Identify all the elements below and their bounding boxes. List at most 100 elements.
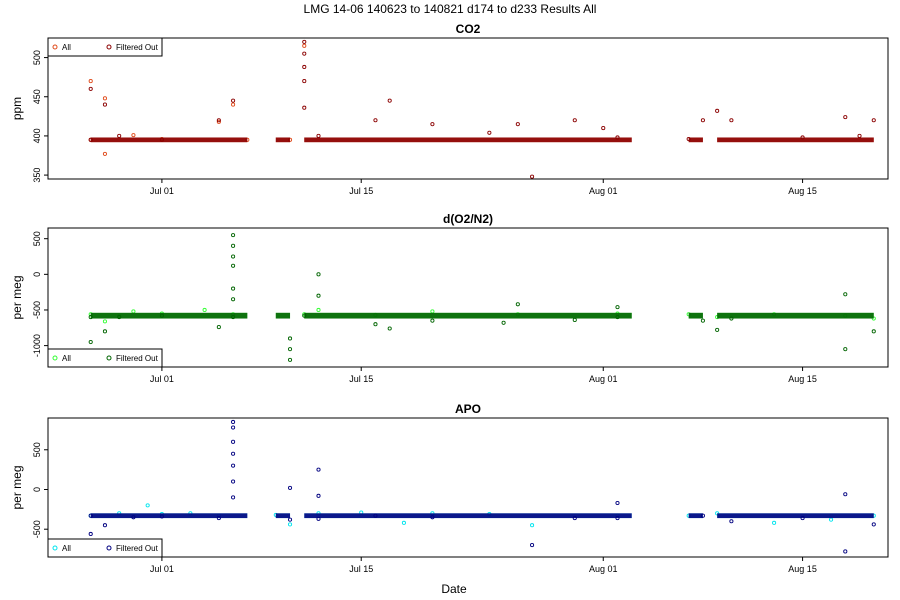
data-point [316, 272, 321, 277]
data-point [287, 485, 293, 490]
data-point [843, 115, 848, 120]
legend-entry: All [62, 354, 71, 363]
page-title: LMG 14-06 140623 to 140821 d174 to d233 … [304, 2, 597, 16]
data-point [159, 137, 164, 142]
data-point [572, 118, 577, 123]
y-axis-label: ppm [10, 97, 24, 120]
data-point [88, 513, 93, 518]
data-point [800, 516, 805, 521]
series-band [90, 312, 248, 319]
series-band [304, 137, 632, 143]
data-point [843, 292, 848, 297]
series-band [90, 513, 248, 519]
data-point [515, 122, 520, 127]
y-tick-label: 500 [32, 50, 42, 65]
data-point [387, 326, 392, 331]
data-point [102, 151, 107, 156]
data-point [572, 516, 577, 521]
data-point [843, 549, 848, 554]
y-tick-label: 0 [32, 487, 42, 492]
data-point [572, 317, 577, 323]
series-band [90, 137, 248, 143]
series-band [688, 137, 703, 143]
data-point [88, 137, 93, 142]
data-point [316, 307, 321, 313]
data-point [843, 492, 848, 497]
data-point [686, 136, 691, 142]
legend-entry: Filtered Out [116, 43, 159, 52]
data-point [231, 439, 236, 444]
data-point [430, 309, 435, 314]
data-point [729, 316, 734, 321]
data-point [615, 516, 620, 521]
data-point [159, 313, 164, 318]
data-point [530, 174, 535, 179]
panel-1: d(O2/N2) per meg -1000 -500 0 500 Jul 01 Jul 15… [10, 212, 889, 384]
data-point [700, 513, 705, 518]
x-tick-label: Jul 01 [150, 186, 174, 196]
data-point [715, 108, 720, 113]
series-band [717, 513, 874, 519]
x-tick-label: Jul 01 [150, 564, 174, 574]
legend-box [47, 538, 163, 558]
legend-marker [52, 545, 58, 551]
data-point [487, 130, 492, 135]
x-tick-label: Jul 15 [349, 564, 373, 574]
panel-title: d(O2/N2) [443, 212, 493, 226]
data-point [829, 517, 834, 522]
data-point [302, 51, 307, 56]
data-point [231, 98, 236, 103]
data-point [871, 329, 876, 334]
data-point [287, 517, 293, 522]
data-point [231, 425, 236, 430]
data-point [216, 325, 221, 330]
data-point [131, 133, 136, 138]
data-point [287, 357, 293, 362]
data-point [159, 514, 164, 519]
panel-2: APO per meg -500 0 500 Jul 01 Jul 15 Aug 01 Aug … [10, 402, 889, 574]
series-band [304, 513, 632, 519]
data-point [231, 451, 236, 456]
data-point [615, 500, 620, 506]
x-tick-label: Aug 15 [788, 564, 817, 574]
data-point [373, 118, 378, 123]
series-band [304, 312, 632, 319]
plot-frame [47, 417, 889, 558]
x-tick-label: Aug 01 [589, 186, 618, 196]
data-point [231, 463, 236, 468]
legend-entry: All [62, 43, 71, 52]
legend-box [47, 348, 163, 368]
data-point [216, 119, 221, 124]
data-point [316, 293, 321, 298]
data-point [373, 513, 378, 518]
series-band [275, 513, 291, 519]
data-point [287, 347, 293, 352]
legend-marker [52, 44, 58, 50]
x-tick-label: Aug 01 [589, 374, 618, 384]
panel-title: CO2 [456, 22, 481, 36]
data-point [102, 523, 107, 528]
series-band [275, 312, 291, 319]
data-point [88, 79, 93, 84]
x-tick-label: Jul 15 [349, 186, 373, 196]
legend-marker [106, 44, 112, 50]
data-point [202, 307, 207, 313]
data-point [316, 133, 321, 138]
data-point [231, 102, 236, 107]
series-band [275, 137, 291, 143]
data-point [302, 39, 307, 44]
data-point [700, 318, 705, 323]
data-point [231, 254, 236, 259]
x-tick-label: Aug 15 [788, 186, 817, 196]
y-tick-label: 500 [32, 442, 42, 457]
data-point [857, 133, 862, 138]
data-point [401, 520, 406, 525]
data-point [843, 347, 848, 352]
y-tick-label: 350 [32, 168, 42, 183]
data-point [871, 522, 876, 527]
data-point [715, 327, 720, 332]
series-band [717, 312, 874, 319]
legend-entry: Filtered Out [116, 354, 159, 363]
y-tick-label: 0 [32, 272, 42, 277]
series-band [717, 137, 874, 143]
